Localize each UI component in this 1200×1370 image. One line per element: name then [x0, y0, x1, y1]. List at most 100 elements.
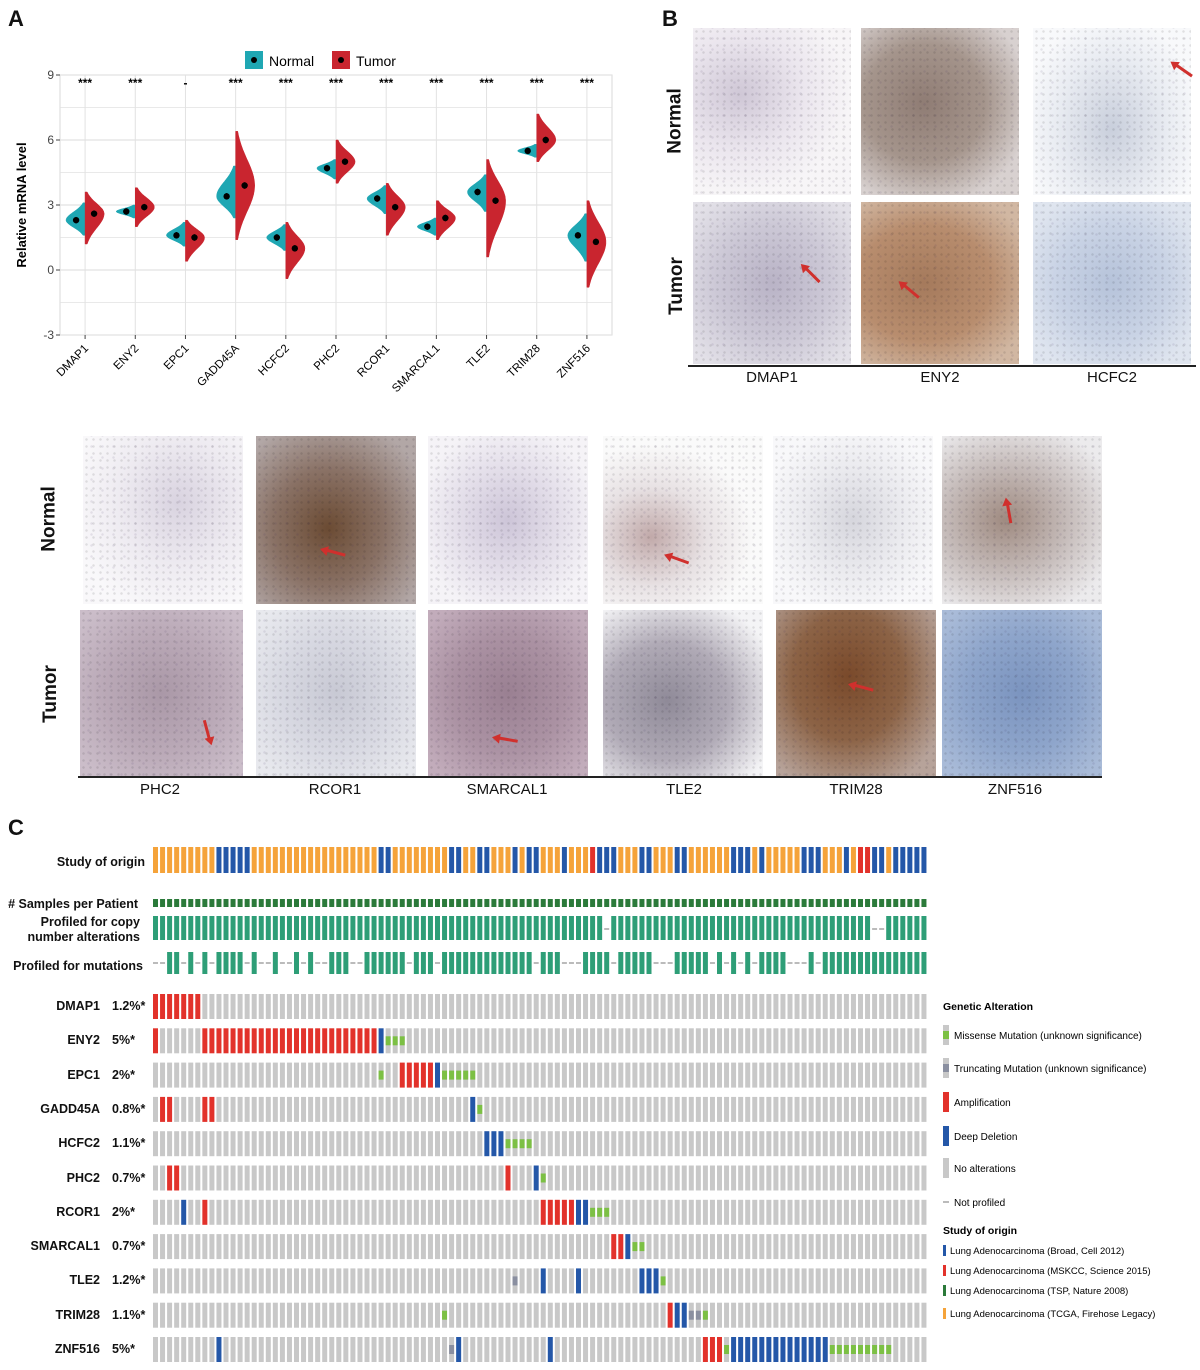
study-cell — [399, 847, 405, 873]
no-alteration-cell — [413, 1199, 419, 1225]
samples-cell — [568, 899, 574, 907]
cna-profiled-cell — [815, 916, 821, 940]
no-alteration-cell — [336, 1268, 342, 1294]
no-alteration-cell — [244, 1268, 250, 1294]
no-alteration-cell — [886, 1199, 892, 1225]
no-alteration-cell — [491, 1096, 497, 1122]
no-alteration-cell — [759, 1028, 765, 1054]
cna-profiled-cell — [188, 916, 194, 940]
mut-profiled-cell — [526, 952, 532, 974]
no-alteration-cell — [286, 1062, 292, 1088]
no-alteration-cell — [265, 994, 271, 1019]
amplification-cell — [294, 1028, 299, 1054]
study-cell — [167, 847, 173, 873]
study-cell — [153, 847, 158, 873]
no-alteration-cell — [674, 1028, 680, 1054]
no-alteration-cell — [378, 1302, 384, 1328]
cna-profiled-cell — [653, 916, 659, 940]
study-cell — [357, 847, 363, 873]
no-alteration-cell — [632, 1268, 638, 1294]
no-alteration-cell — [625, 994, 631, 1019]
no-alteration-cell — [907, 1302, 913, 1328]
no-alteration-cell — [357, 1302, 363, 1328]
no-alteration-cell — [660, 1337, 666, 1362]
mut-profiled-cell — [392, 952, 398, 974]
samples-cell — [646, 899, 652, 907]
significance-label: *** — [329, 76, 343, 90]
no-alteration-cell — [209, 1199, 215, 1225]
samples-cell — [449, 899, 455, 907]
no-alteration-cell — [350, 1234, 356, 1260]
no-alteration-cell — [364, 1062, 370, 1088]
no-alteration-cell — [181, 1302, 187, 1328]
study-cell — [576, 847, 581, 873]
cna-profiled-cell — [829, 916, 835, 940]
no-alteration-cell — [850, 1165, 856, 1191]
no-alteration-cell — [808, 1234, 814, 1260]
no-alteration-cell — [315, 1199, 321, 1225]
no-alteration-cell — [611, 1131, 617, 1157]
no-alteration-cell — [286, 1234, 292, 1260]
cna-profiled-cell — [780, 916, 786, 940]
no-alteration-cell — [244, 1199, 250, 1225]
legend-study-label: Lung Adenocarcinoma (TCGA, Firehose Lega… — [950, 1309, 1155, 1320]
samples-cell — [766, 899, 772, 907]
study-cell — [540, 847, 546, 873]
no-alteration-cell — [294, 1337, 299, 1362]
amplification-cell — [202, 1028, 208, 1054]
no-alteration-cell — [435, 994, 440, 1019]
cna-profiled-cell — [646, 916, 652, 940]
no-alteration-cell — [660, 1062, 666, 1088]
no-alteration-cell — [780, 1062, 786, 1088]
legend-deep-deletion-label: Deep Deletion — [954, 1132, 1017, 1143]
no-alteration-cell — [709, 1302, 715, 1328]
no-alteration-cell — [153, 1096, 158, 1122]
no-alteration-cell — [286, 1337, 292, 1362]
missense-cell — [836, 1345, 842, 1354]
samples-cell — [435, 899, 440, 907]
samples-cell — [519, 899, 525, 907]
study-cell — [653, 847, 659, 873]
study-cell — [667, 847, 673, 873]
no-alteration-cell — [815, 1199, 821, 1225]
no-alteration-cell — [463, 1096, 469, 1122]
samples-cell — [371, 899, 377, 907]
no-alteration-cell — [561, 1028, 567, 1054]
no-alteration-cell — [512, 994, 518, 1019]
no-alteration-cell — [308, 1165, 314, 1191]
cna-profiled-cell — [336, 916, 342, 940]
no-alteration-cell — [660, 994, 666, 1019]
no-alteration-cell — [202, 1302, 208, 1328]
no-alteration-cell — [681, 1268, 687, 1294]
no-alteration-cell — [167, 1062, 173, 1088]
no-alteration-cell — [343, 1062, 349, 1088]
no-alteration-cell — [858, 1096, 863, 1122]
amplification-cell — [329, 1028, 335, 1054]
no-alteration-cell — [540, 1131, 546, 1157]
no-alteration-cell — [505, 1268, 511, 1294]
track-label-mutations: Profiled for mutations — [13, 959, 143, 973]
mut-profiled-cell — [836, 952, 842, 974]
no-alteration-cell — [900, 1337, 906, 1362]
gene-alteration-percent: 1.2%* — [112, 1273, 146, 1288]
median-point — [492, 197, 499, 204]
no-alteration-cell — [921, 1268, 927, 1294]
no-alteration-cell — [286, 1096, 292, 1122]
median-point — [323, 164, 331, 172]
no-alteration-cell — [766, 1165, 772, 1191]
amplification-cell — [160, 994, 166, 1019]
missense-cell — [519, 1139, 525, 1149]
no-alteration-cell — [505, 1302, 511, 1328]
no-alteration-cell — [900, 1234, 906, 1260]
no-alteration-cell — [251, 1165, 257, 1191]
missense-cell — [540, 1173, 546, 1183]
no-alteration-cell — [836, 1028, 842, 1054]
no-alteration-cell — [646, 1028, 652, 1054]
no-alteration-cell — [399, 994, 405, 1019]
amplification-cell — [258, 1028, 264, 1054]
study-cell — [731, 847, 737, 873]
no-alteration-cell — [554, 1028, 560, 1054]
study-cell — [308, 847, 314, 873]
no-alteration-cell — [371, 1096, 377, 1122]
no-alteration-cell — [477, 1268, 483, 1294]
